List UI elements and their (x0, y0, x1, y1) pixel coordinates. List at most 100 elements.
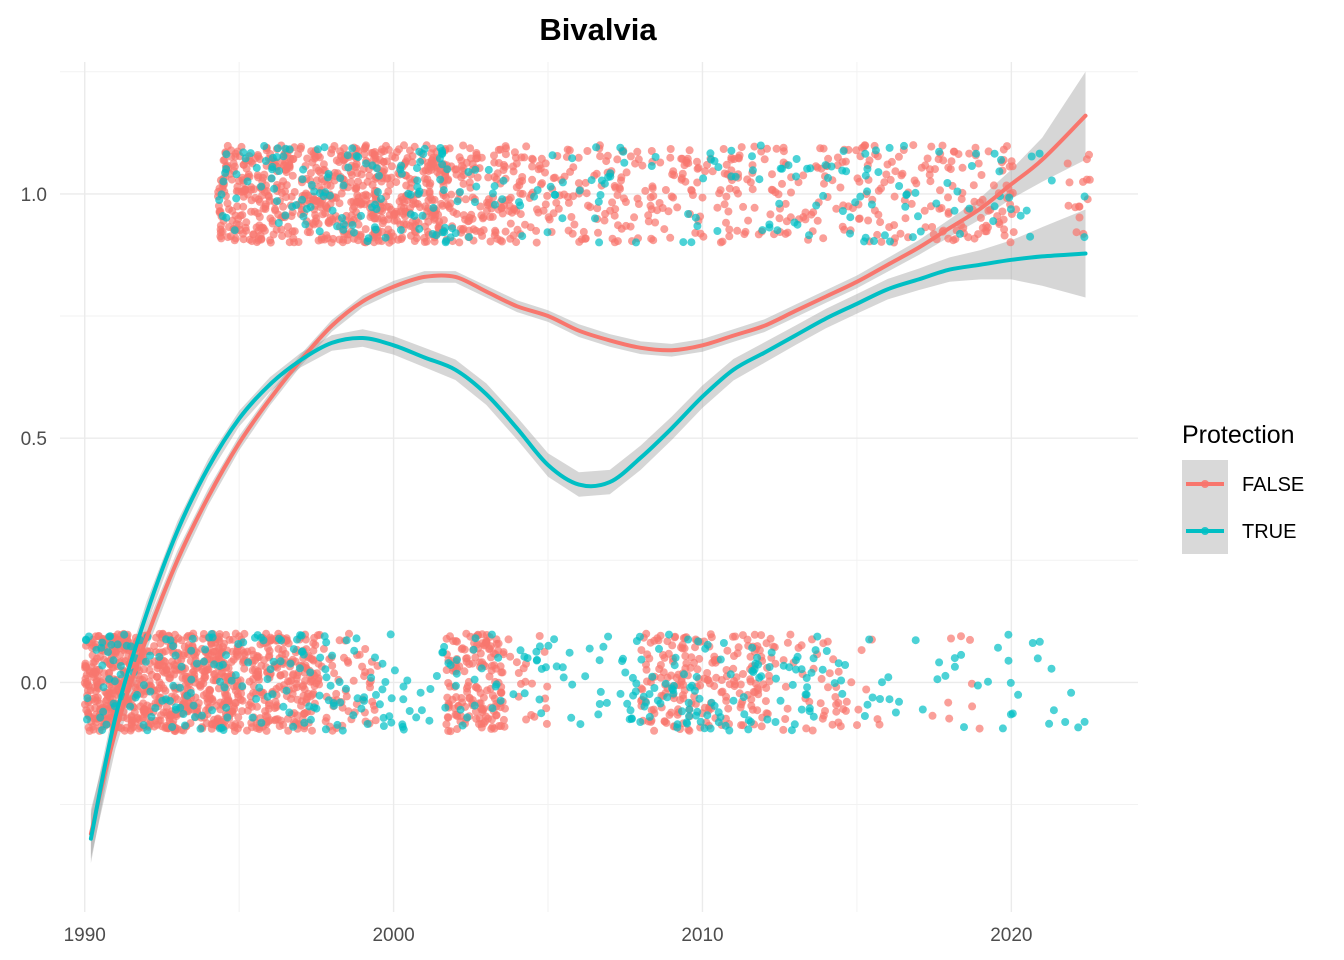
data-point-true (279, 702, 288, 711)
data-point-true (1061, 718, 1070, 726)
data-point-true (399, 695, 408, 704)
data-point-false (390, 210, 399, 219)
data-point-false (232, 220, 241, 229)
data-point-true (642, 698, 650, 707)
data-point-false (312, 163, 321, 172)
data-point-true (941, 671, 950, 680)
data-point-false (864, 216, 873, 225)
data-point-false (977, 171, 986, 179)
data-point-true (273, 197, 281, 206)
data-point-true (692, 672, 701, 681)
confidence-band-layer (90, 71, 1086, 864)
data-point-false (667, 708, 676, 717)
data-point-false (241, 185, 250, 194)
data-point-true (126, 702, 135, 711)
data-point-false (968, 702, 977, 711)
data-point-true (102, 720, 111, 729)
data-point-true (274, 218, 283, 227)
data-point-false (356, 232, 365, 241)
data-point-false (820, 179, 828, 188)
data-point-true (151, 704, 160, 712)
data-point-false (439, 216, 448, 225)
data-point-true (629, 691, 638, 700)
data-point-true (841, 661, 850, 669)
data-point-false (487, 666, 496, 675)
data-point-false (380, 165, 389, 174)
data-point-true (446, 661, 455, 670)
data-point-false (855, 214, 864, 223)
data-point-true (827, 162, 836, 171)
data-point-false (608, 198, 617, 207)
data-point-true (567, 713, 576, 722)
data-point-true (439, 186, 448, 195)
data-point-true (413, 176, 422, 185)
data-point-false (667, 192, 676, 201)
data-point-true (558, 178, 567, 187)
data-point-false (896, 229, 905, 238)
data-point-true (645, 712, 654, 721)
data-point-false (681, 652, 690, 660)
data-point-true (399, 682, 408, 691)
data-point-false (718, 687, 727, 696)
data-point-false (479, 226, 488, 235)
data-point-false (262, 726, 271, 735)
data-point-false (522, 142, 531, 151)
data-point-true (312, 704, 321, 713)
data-point-true (797, 665, 806, 674)
data-point-true (908, 233, 917, 242)
legend-key-point (1201, 527, 1209, 535)
data-point-false (765, 677, 774, 686)
data-point-true (139, 721, 148, 730)
data-point-false (710, 656, 719, 665)
data-point-false (155, 629, 164, 638)
data-point-false (505, 201, 514, 210)
data-point-true (776, 164, 785, 173)
data-point-false (539, 206, 548, 215)
data-point-false (596, 152, 605, 161)
data-point-true (353, 694, 362, 703)
data-point-false (975, 724, 984, 733)
data-point-true (381, 678, 390, 686)
data-point-true (902, 190, 911, 199)
data-point-true (846, 213, 855, 222)
data-point-true (885, 695, 894, 704)
data-point-true (838, 166, 847, 175)
data-point-false (277, 189, 286, 197)
data-point-true (509, 690, 518, 699)
data-point-true (591, 214, 599, 223)
data-point-false (1063, 159, 1072, 168)
data-point-true (876, 695, 884, 703)
data-point-true (377, 194, 385, 203)
data-point-true (763, 715, 772, 724)
data-point-true (727, 146, 736, 155)
data-point-true (333, 222, 342, 231)
data-point-false (638, 161, 647, 170)
data-point-false (216, 221, 225, 230)
data-point-false (290, 227, 299, 236)
data-point-false (647, 706, 656, 715)
data-point-true (339, 225, 348, 234)
data-point-true (223, 713, 232, 722)
data-point-false (96, 652, 105, 661)
data-point-false (355, 650, 364, 659)
data-point-false (622, 221, 630, 230)
data-point-false (833, 153, 842, 162)
data-point-true (387, 694, 396, 703)
data-point-true (576, 720, 585, 729)
data-point-false (284, 222, 292, 231)
data-point-false (238, 696, 247, 705)
data-point-true (315, 227, 324, 236)
data-point-false (251, 670, 260, 679)
data-point-true (281, 144, 290, 153)
data-point-false (834, 718, 843, 727)
data-point-true (685, 712, 693, 721)
data-point-false (447, 190, 456, 199)
data-point-false (231, 629, 240, 638)
data-point-true (1028, 639, 1037, 647)
data-point-true (367, 673, 376, 682)
data-point-true (241, 154, 250, 163)
data-point-false (165, 674, 174, 682)
data-point-false (693, 164, 702, 173)
legend-label: TRUE (1242, 521, 1296, 543)
data-point-false (969, 181, 978, 190)
